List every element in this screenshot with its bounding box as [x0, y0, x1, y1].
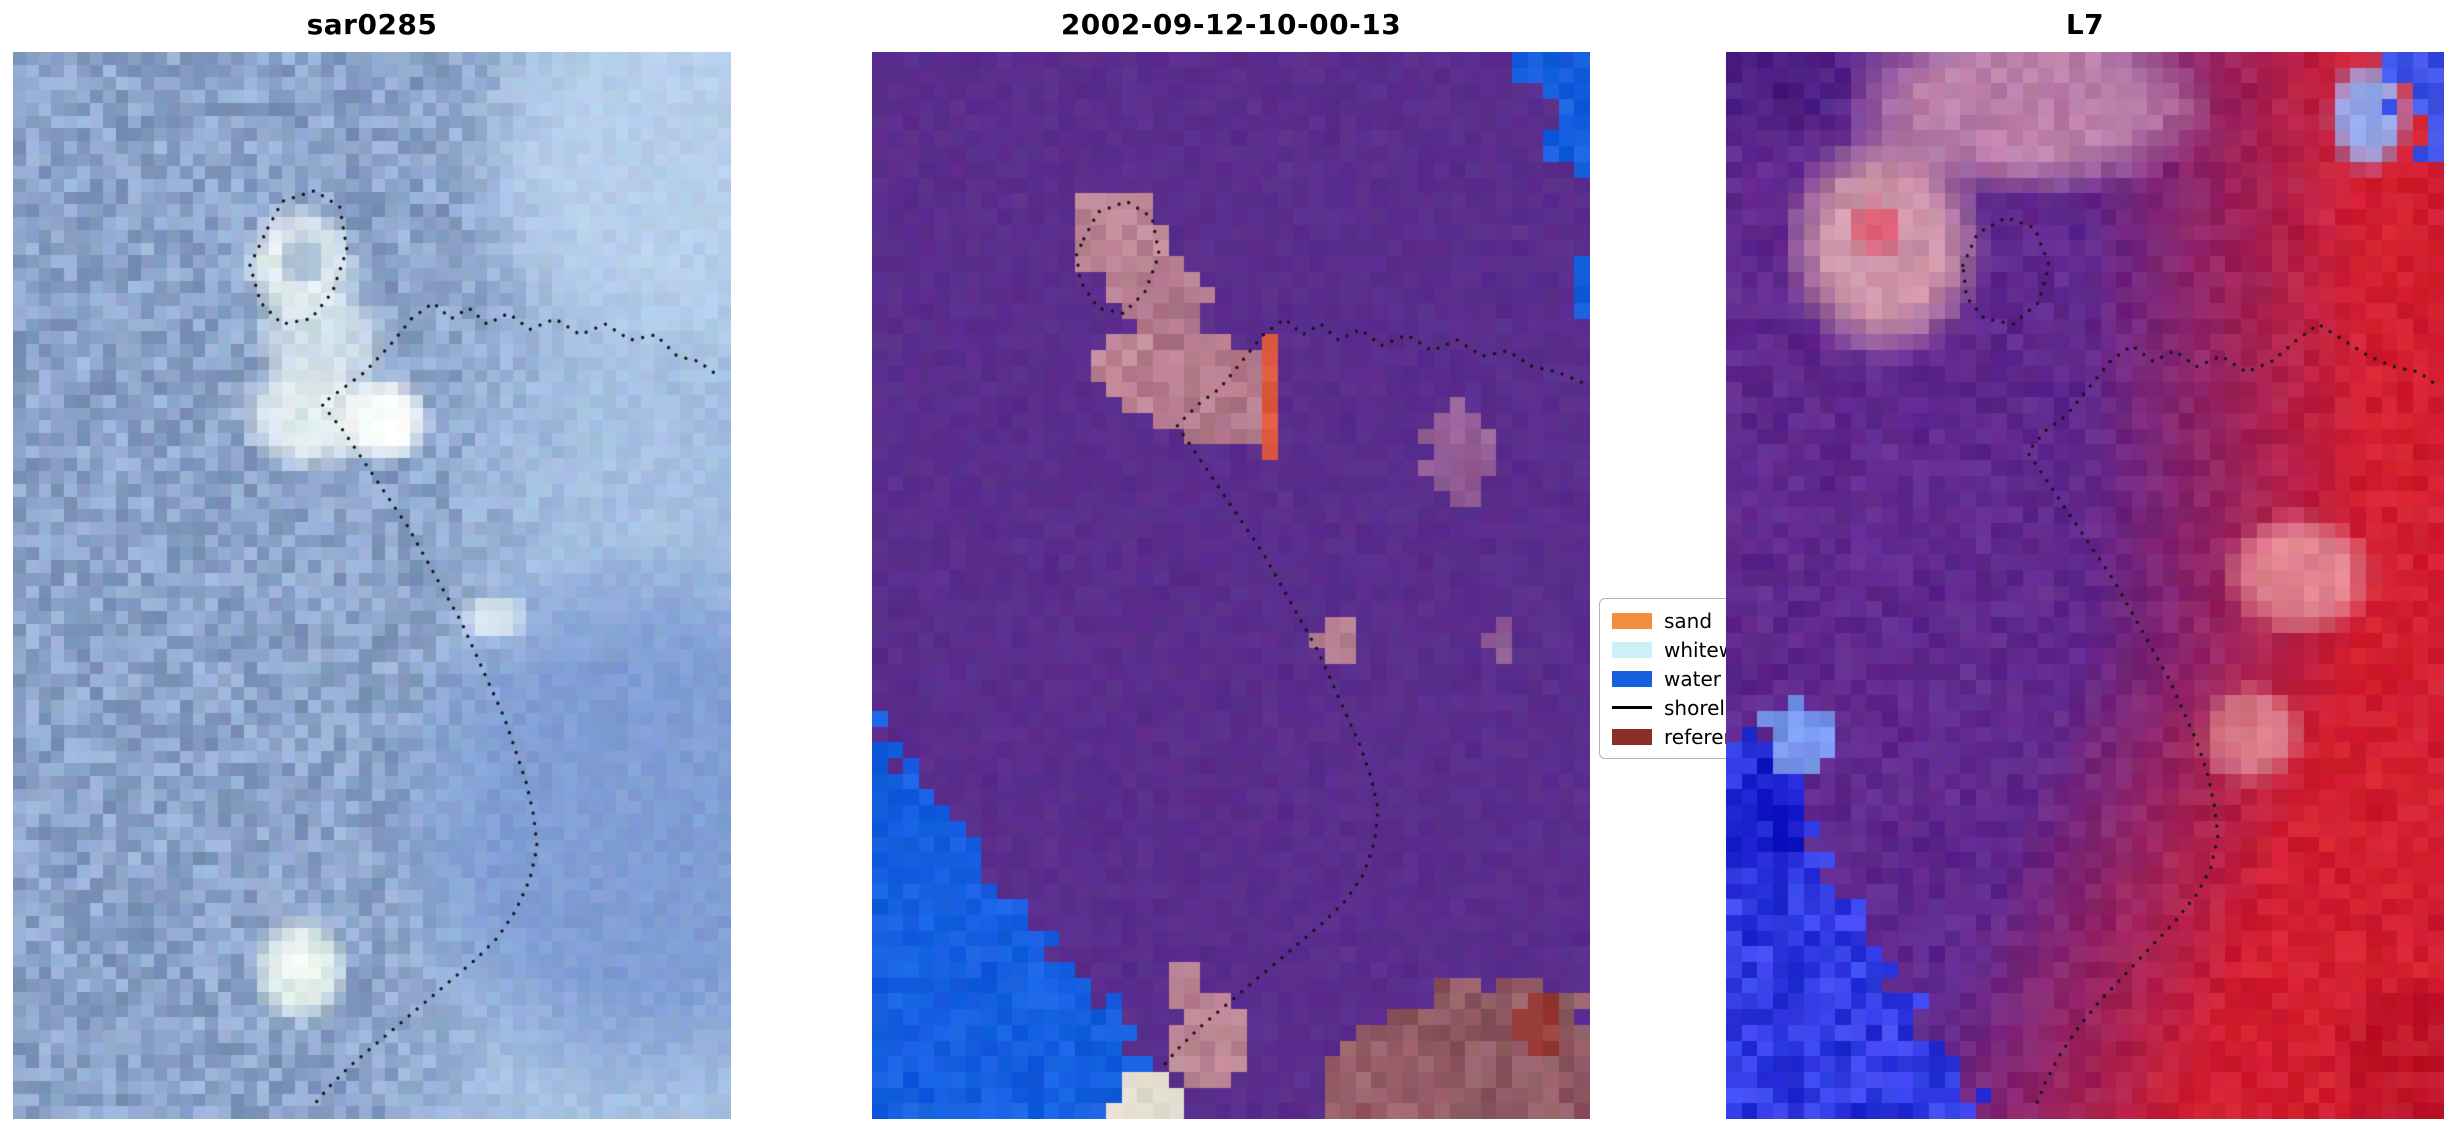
legend-row-sand: sand	[1612, 610, 1800, 631]
reference-swatch	[1612, 728, 1652, 745]
water-swatch	[1612, 670, 1652, 687]
panel-classified-map: 2002-09-12-10-00-13	[872, 0, 1590, 1131]
legend-row-water: water	[1612, 668, 1800, 689]
panel-l7: L7	[1726, 0, 2444, 1131]
panel-sar0285: sar0285	[13, 0, 731, 1131]
shoreline-line-swatch	[1612, 706, 1652, 709]
panel-title-l7: L7	[2065, 8, 2105, 41]
legend-row-reference: referen	[1612, 726, 1800, 747]
legend-label-shoreline: shorel	[1664, 695, 1725, 720]
legend-label-reference: referen	[1664, 724, 1737, 749]
legend-row-shoreline: shorel	[1612, 697, 1800, 718]
whitewater-swatch	[1612, 641, 1652, 658]
panel-title-sar0285: sar0285	[306, 8, 438, 41]
classified-map-image	[872, 52, 1590, 1119]
legend-label-water: water	[1664, 666, 1721, 691]
panel-title-date: 2002-09-12-10-00-13	[1060, 8, 1402, 41]
legend-label-whitewater: whitew	[1664, 637, 1736, 662]
l7-image	[1726, 52, 2444, 1119]
legend-row-whitewater: whitew	[1612, 639, 1800, 660]
sar-image	[13, 52, 731, 1119]
sand-swatch	[1612, 612, 1652, 629]
legend-label-sand: sand	[1664, 608, 1713, 633]
